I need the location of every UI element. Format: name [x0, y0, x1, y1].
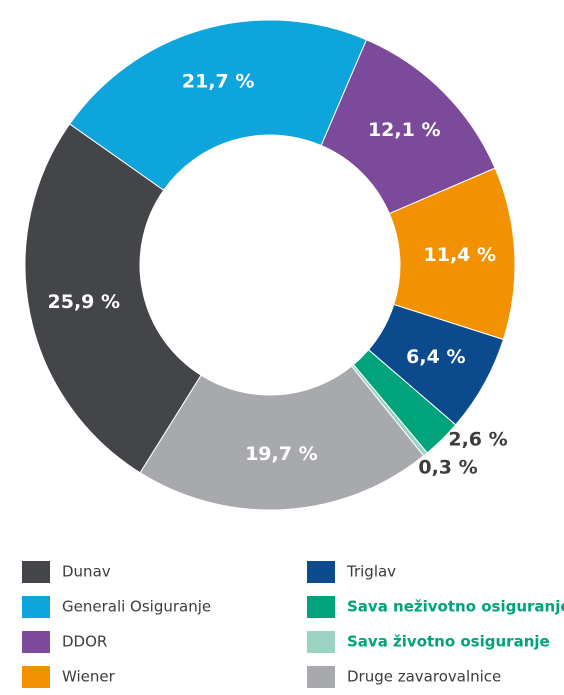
value-label: 19,7 % — [245, 443, 318, 465]
legend-swatch — [22, 631, 50, 653]
value-label: 12,1 % — [368, 119, 441, 141]
legend-label: Sava neživotno osiguranje — [347, 598, 564, 616]
value-label: 11,4 % — [424, 244, 497, 266]
legend-swatch — [307, 631, 335, 653]
legend-swatch — [22, 596, 50, 618]
legend-label: Sava životno osiguranje — [347, 633, 550, 651]
legend-label: Triglav — [346, 563, 396, 581]
legend-label: Generali Osiguranje — [62, 598, 211, 616]
donut-segment — [139, 365, 425, 511]
legend-swatch — [307, 666, 335, 688]
value-label: 21,7 % — [182, 71, 255, 93]
legend-label: Druge zavarovalnice — [347, 668, 501, 686]
value-label: 0,3 % — [418, 457, 477, 479]
value-label: 6,4 % — [406, 346, 465, 368]
value-label: 25,9 % — [48, 291, 121, 313]
legend-swatch — [307, 596, 335, 618]
legend-swatch — [307, 561, 335, 583]
donut-segment — [68, 19, 368, 191]
donut-segment — [24, 123, 202, 474]
legend-swatch — [22, 561, 50, 583]
legend-label: Wiener — [62, 668, 116, 686]
legend-label: DDOR — [62, 633, 107, 651]
legend-label: Dunav — [62, 563, 111, 581]
legend-swatch — [22, 666, 50, 688]
value-label: 2,6 % — [448, 429, 507, 451]
